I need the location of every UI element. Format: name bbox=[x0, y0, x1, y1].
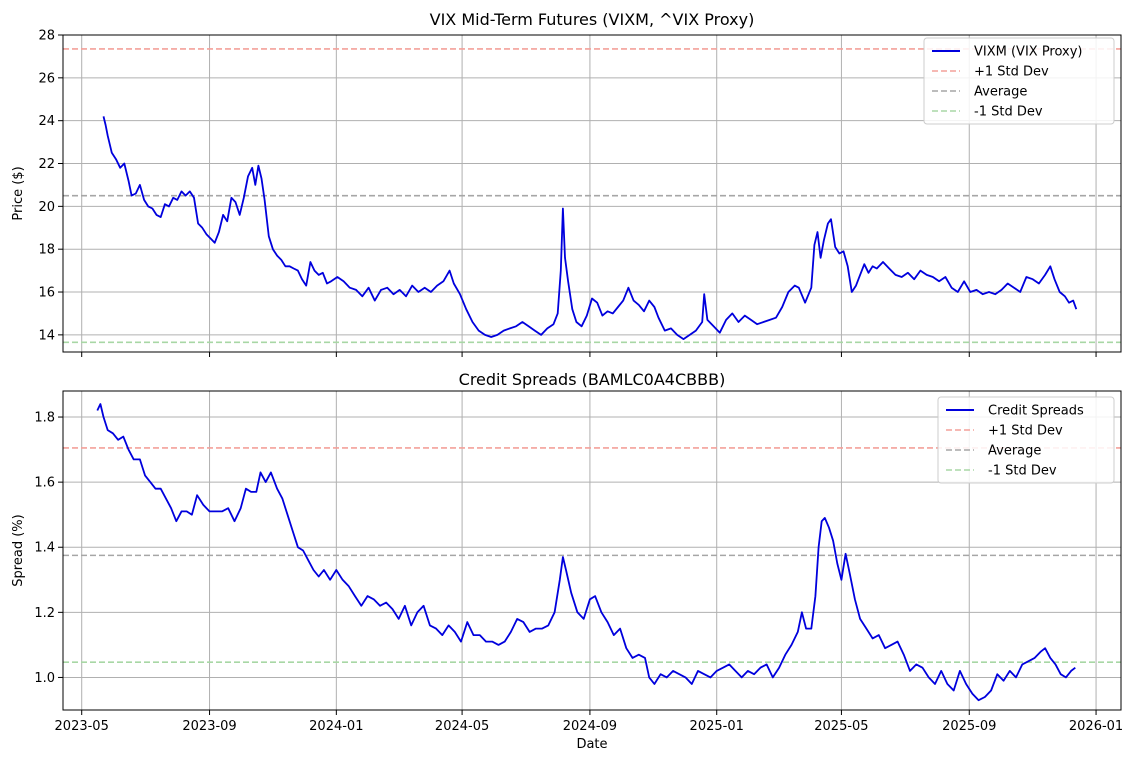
y-tick-label: 16 bbox=[38, 286, 55, 301]
series-line-credit-spreads bbox=[96, 403, 1076, 702]
vixm-chart-panel: 14 16 18 20 22 24 26 28 VIX Mid-Term Futures (VI… bbox=[11, 10, 1122, 357]
x-tick-label: 2023-05 bbox=[55, 719, 109, 734]
plot-frame bbox=[62, 390, 1122, 711]
legend-entry-label: -1 Std Dev bbox=[988, 464, 1057, 479]
y-tick-label: 20 bbox=[38, 200, 55, 215]
legend-entry-label: -1 Std Dev bbox=[974, 105, 1043, 120]
y-tick-label: 1.6 bbox=[34, 476, 55, 491]
legend-entry-label: Average bbox=[974, 85, 1027, 100]
legend-entry-label: +1 Std Dev bbox=[974, 65, 1049, 80]
legend-entry-label: VIXM (VIX Proxy) bbox=[974, 45, 1083, 60]
y-tick-label: 14 bbox=[38, 328, 55, 343]
legend-box bbox=[937, 396, 1115, 484]
chart-title: Credit Spreads (BAMLC0A4CBBB) bbox=[459, 370, 726, 389]
legend-box bbox=[923, 37, 1115, 125]
y-tick-label: 28 bbox=[38, 29, 55, 44]
legend-entry-label: Average bbox=[988, 444, 1041, 459]
y-tick-label: 18 bbox=[38, 243, 55, 258]
x-tick-label: 2024-01 bbox=[309, 719, 363, 734]
legend: Credit Spreads +1 Std Dev Average -1 Std De… bbox=[937, 396, 1115, 484]
x-axis-label: Date bbox=[576, 737, 607, 752]
legend: VIXM (VIX Proxy) +1 Std Dev Average -1 Std … bbox=[923, 37, 1115, 125]
plot-frame bbox=[62, 34, 1122, 353]
y-tick-label: 1.2 bbox=[34, 606, 55, 621]
legend-entry-label: Credit Spreads bbox=[988, 404, 1084, 419]
x-tick-label: 2024-09 bbox=[563, 719, 617, 734]
series-line-vixm-vix-proxy- bbox=[102, 116, 1078, 340]
x-tick-label: 2025-09 bbox=[942, 719, 996, 734]
chart-title: VIX Mid-Term Futures (VIXM, ^VIX Proxy) bbox=[430, 10, 755, 29]
y-tick-label: 22 bbox=[38, 157, 55, 172]
x-tick-label: 2025-01 bbox=[690, 719, 744, 734]
y-axis-label: Price ($) bbox=[11, 166, 26, 220]
y-tick-label: 26 bbox=[38, 71, 55, 86]
x-tick-label: 2024-05 bbox=[435, 719, 489, 734]
x-tick-label: 2023-09 bbox=[182, 719, 236, 734]
y-tick-label: 1.0 bbox=[34, 671, 55, 686]
x-tick-label: 2025-05 bbox=[814, 719, 868, 734]
credit-spreads-chart-panel: 2023-05 2023-09 2024-01 2024-05 2024-09 2025-… bbox=[11, 370, 1123, 752]
y-tick-label: 24 bbox=[38, 114, 55, 129]
legend-entry-label: +1 Std Dev bbox=[988, 424, 1063, 439]
x-tick-label: 2026-01 bbox=[1069, 719, 1123, 734]
y-tick-label: 1.8 bbox=[34, 411, 55, 426]
y-axis-label: Spread (%) bbox=[11, 514, 26, 586]
y-tick-label: 1.4 bbox=[34, 541, 55, 556]
